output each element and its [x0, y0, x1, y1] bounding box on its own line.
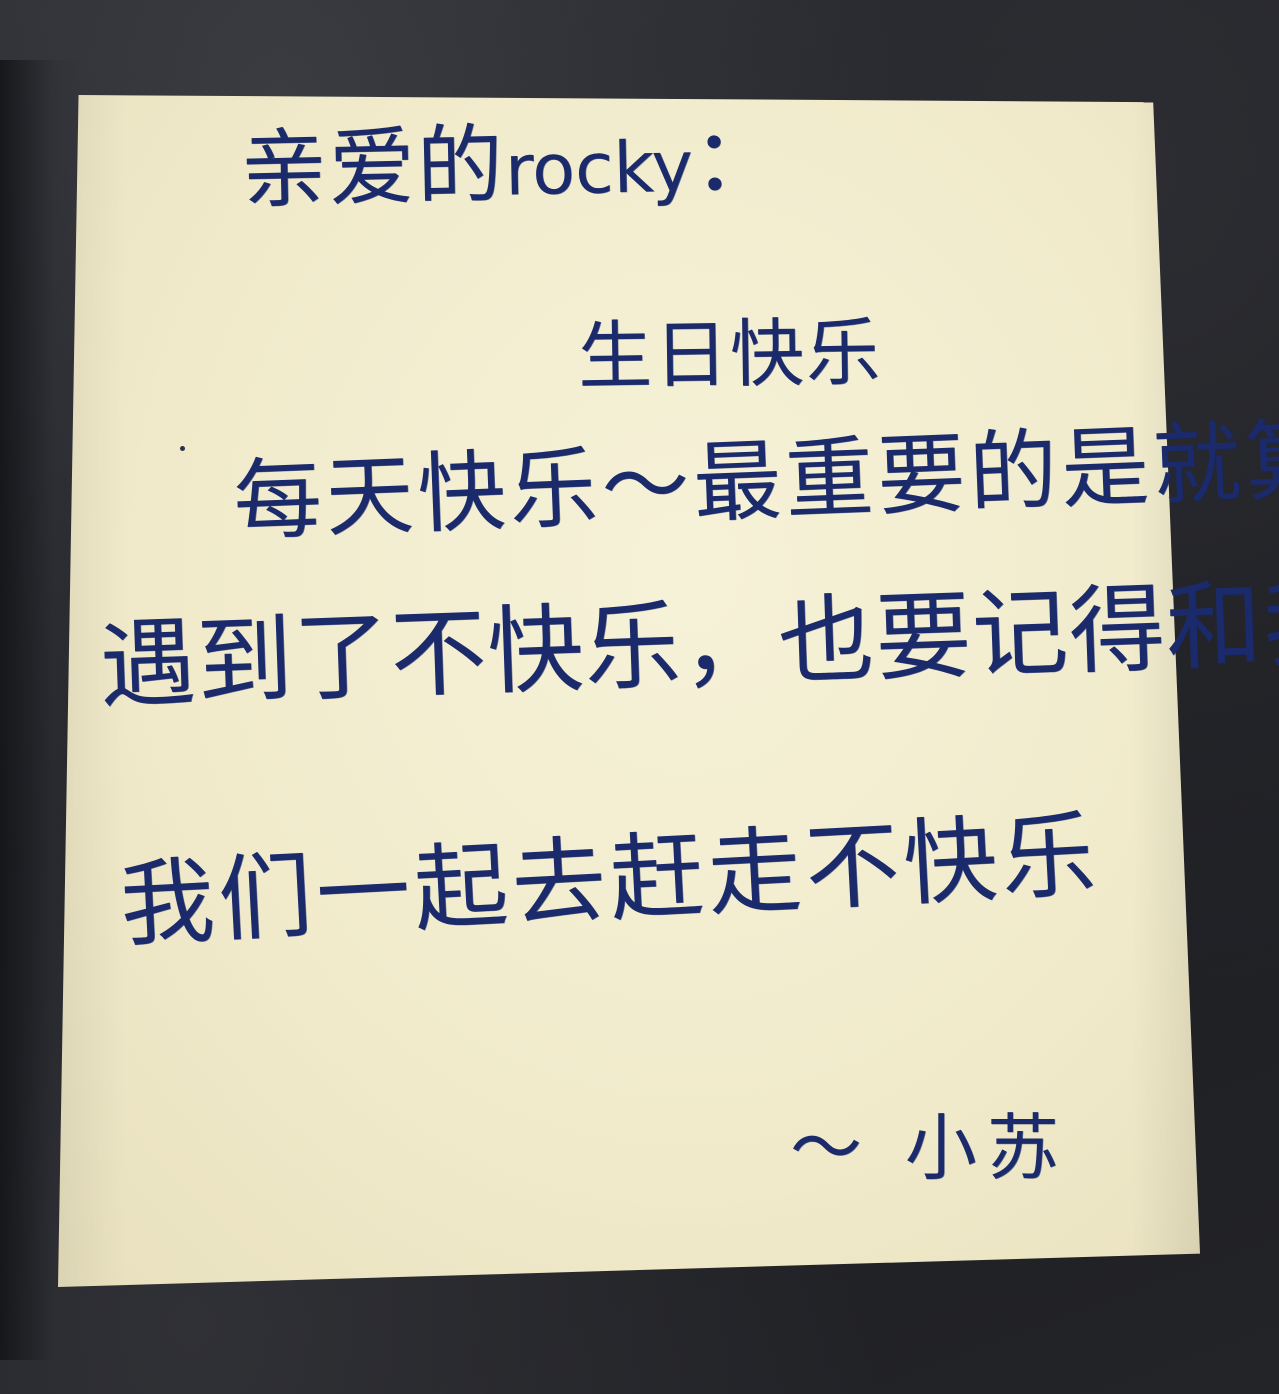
handwritten-note-card	[58, 95, 1200, 1287]
greeting-name: rocky	[504, 125, 694, 212]
signature: ～ 小苏	[790, 1106, 1069, 1190]
greeting-line: 亲爱的rocky：	[240, 110, 782, 221]
birthday-wish-line: 生日快乐	[577, 309, 883, 401]
ink-dot-mark	[180, 446, 185, 451]
greeting-colon: ：	[691, 109, 782, 212]
greeting-prefix: 亲爱的	[239, 115, 506, 221]
